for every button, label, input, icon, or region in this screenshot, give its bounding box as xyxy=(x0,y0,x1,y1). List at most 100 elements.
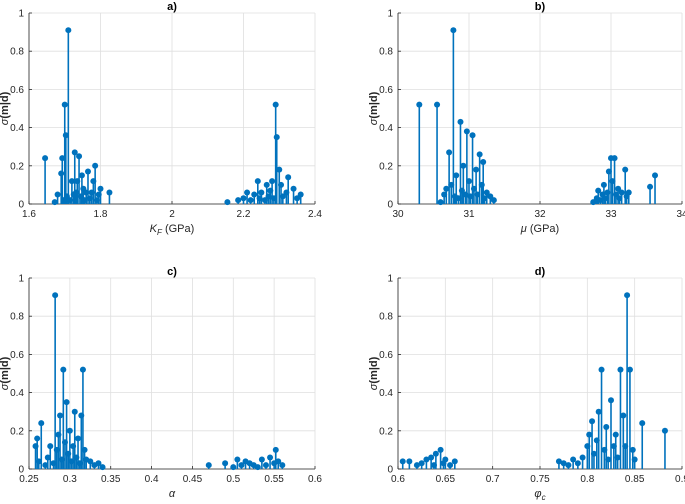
stem-marker xyxy=(272,101,279,108)
x-tick-label: 32 xyxy=(534,209,546,220)
stem-marker xyxy=(574,460,581,467)
stem-marker xyxy=(614,454,621,461)
stem-marker xyxy=(615,185,622,192)
chart-panel-2: 30 31 32 33 34 0 0.2 0.4 0.6 0.8 1 b) μ (GPa) σ(m|d) xyxy=(368,1,685,235)
stem-marker xyxy=(234,456,241,463)
stem-marker xyxy=(262,462,269,469)
y-tick-label: 0 xyxy=(387,465,393,476)
stem-marker xyxy=(205,462,212,469)
x-tick-label: 0.6 xyxy=(391,474,405,485)
stem-marker xyxy=(612,431,619,438)
y-tick-label: 0.4 xyxy=(10,388,24,399)
x-tick-label: 0.85 xyxy=(625,474,645,485)
stem-marker xyxy=(97,185,104,192)
stem-marker xyxy=(595,187,602,194)
stem-marker xyxy=(661,427,668,434)
x-tick-label: 33 xyxy=(605,209,617,220)
x-tick-label: 34 xyxy=(676,209,685,220)
stem-marker xyxy=(480,158,487,165)
x-tick-label: 2.2 xyxy=(237,209,251,220)
stem-marker xyxy=(272,446,279,453)
stem-marker xyxy=(290,185,297,192)
stem-marker xyxy=(463,128,470,135)
stem-marker xyxy=(47,443,54,450)
y-tick-label: 0.8 xyxy=(10,312,24,323)
stem-marker xyxy=(428,454,435,461)
stem-marker xyxy=(71,149,78,156)
x-tick-label: 2 xyxy=(169,209,175,220)
stem-marker xyxy=(65,27,72,34)
stem-marker xyxy=(52,292,59,299)
stem-marker xyxy=(605,456,612,463)
stem-marker xyxy=(600,181,607,188)
stem-marker xyxy=(35,458,42,465)
y-tick-label: 0.4 xyxy=(10,123,24,134)
stem-marker xyxy=(269,178,276,185)
y-tick-label: 0.6 xyxy=(379,85,393,96)
x-tick-label: 0.8 xyxy=(580,474,594,485)
stem-marker xyxy=(44,454,51,461)
panel-title: c) xyxy=(167,266,177,278)
stem-marker xyxy=(57,412,64,419)
stem-marker xyxy=(624,292,631,299)
stem-marker xyxy=(294,195,301,202)
stem-marker xyxy=(244,189,251,196)
stem-marker xyxy=(75,435,82,442)
stem-marker xyxy=(235,197,242,204)
stem-marker xyxy=(620,412,627,419)
stem-marker xyxy=(555,458,562,465)
stem-marker xyxy=(99,464,106,471)
chart-panel-4: 0.6 0.65 0.7 0.75 0.8 0.85 0.9 0 0.2 0.4 0.6 0.8 1 d)… xyxy=(368,266,685,502)
stem-marker xyxy=(95,460,102,467)
stem-marker xyxy=(418,460,425,467)
stem-marker xyxy=(81,446,88,453)
stem-marker xyxy=(238,462,245,469)
stem-marker xyxy=(483,189,490,196)
stem-marker xyxy=(560,460,567,467)
stem-marker xyxy=(434,101,441,108)
x-tick-label: 0.9 xyxy=(675,474,685,485)
stem-marker xyxy=(66,427,73,434)
x-tick-label: 0.35 xyxy=(101,474,121,485)
x-tick-label: 0.55 xyxy=(264,474,284,485)
y-tick-label: 0.2 xyxy=(379,161,393,172)
stem-marker xyxy=(608,397,614,404)
stem-marker xyxy=(647,183,654,190)
stem-marker xyxy=(76,153,83,160)
stem-marker xyxy=(622,166,629,173)
stem-marker xyxy=(466,178,472,185)
chart-panel-1: 1.6 1.8 2 2.2 2.4 0 0.2 0.4 0.6 0.8 1 a) KF (GPa) σ(m… xyxy=(0,1,322,237)
stem-marker xyxy=(437,199,444,206)
stem-marker xyxy=(416,101,423,108)
stem-marker xyxy=(626,366,633,373)
stem-marker xyxy=(590,450,597,457)
stem-marker xyxy=(258,456,265,463)
y-axis-label: σ(m|d) xyxy=(368,356,380,390)
x-tick-label: 1.8 xyxy=(94,209,108,220)
stem-marker xyxy=(92,162,99,169)
x-tick-label: 2.4 xyxy=(308,209,322,220)
stem-marker xyxy=(38,420,45,427)
y-tick-label: 0.8 xyxy=(379,47,393,58)
stem-marker xyxy=(61,101,68,108)
stem-marker xyxy=(78,172,85,179)
x-tick-label: 0.65 xyxy=(436,474,456,485)
stem-marker xyxy=(437,446,444,453)
stem-marker xyxy=(285,174,292,181)
y-axis-label: σ(m|d) xyxy=(0,356,11,390)
stem-marker xyxy=(62,132,69,139)
stem-marker xyxy=(487,193,494,200)
y-axis-label: σ(m|d) xyxy=(0,91,11,125)
stem-marker xyxy=(598,366,605,373)
y-tick-label: 0.8 xyxy=(10,47,24,58)
stem-marker xyxy=(275,458,282,465)
y-tick-label: 0.6 xyxy=(10,85,24,96)
stem-marker xyxy=(490,197,497,204)
y-axis-label: σ(m|d) xyxy=(368,91,380,125)
x-tick-label: 0.6 xyxy=(308,474,322,485)
stem-marker xyxy=(267,454,274,461)
stem-marker xyxy=(595,408,602,415)
stem-marker xyxy=(58,170,65,177)
stem-marker xyxy=(406,458,413,465)
